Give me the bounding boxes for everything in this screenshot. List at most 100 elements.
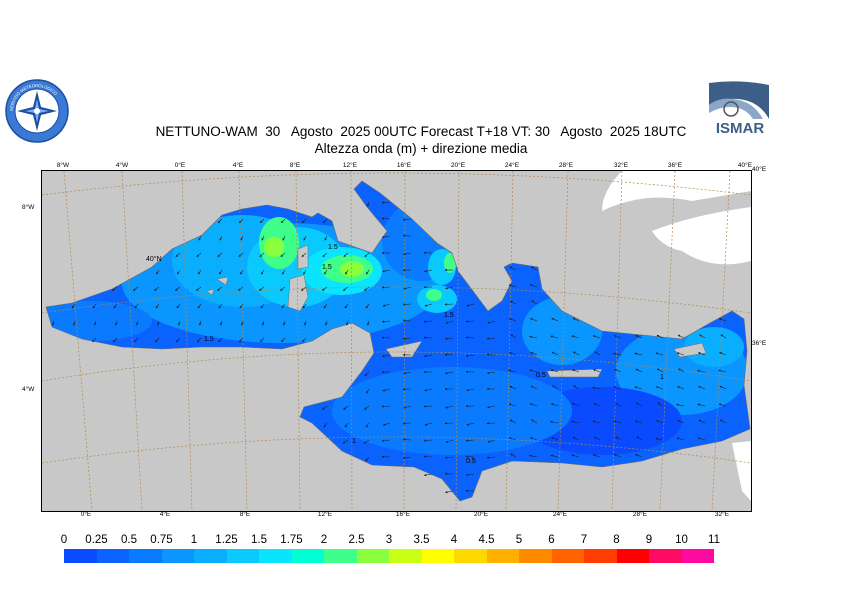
- colorbar-swatch: [259, 549, 292, 563]
- wave-arrow: [382, 354, 391, 358]
- wave-arrow: [657, 402, 664, 407]
- wave-arrow: [698, 419, 706, 424]
- wave-arrow: [718, 369, 727, 373]
- wave-arrow: [614, 368, 622, 373]
- colorbar-tick: 1: [190, 534, 198, 546]
- colorbar-swatch: [64, 549, 97, 563]
- wave-arrow: [342, 286, 349, 291]
- wave-arrow: [240, 235, 244, 241]
- wave-direction-arrows: [52, 201, 727, 494]
- wave-arrow: [344, 303, 349, 309]
- wave-arrow: [530, 318, 538, 322]
- white-region-north: [602, 171, 751, 211]
- wave-arrow: [550, 454, 559, 458]
- wave-arrow: [720, 334, 727, 339]
- wave-arrow: [344, 422, 349, 428]
- wave-arrow: [302, 337, 307, 343]
- wave-arrow: [322, 218, 328, 224]
- wave-arrow: [510, 453, 517, 458]
- lon-label-top: 0°E: [174, 162, 186, 169]
- wave-arrow: [677, 419, 685, 424]
- colorbar-swatch: [616, 549, 649, 563]
- wave-arrow: [509, 300, 517, 305]
- wave-arrow: [445, 371, 454, 375]
- wave-arrow: [593, 402, 601, 407]
- chart-title: NETTUNO-WAM 30 Agosto 2025 00UTC Forecas…: [155, 124, 687, 139]
- wave-arrow: [635, 402, 643, 407]
- wave-arrow: [258, 286, 265, 291]
- wave-arrow: [530, 351, 538, 356]
- lon-label-top: 32°E: [613, 162, 629, 169]
- wave-arrow: [219, 269, 223, 275]
- colorbar-tick: 11: [708, 534, 720, 546]
- white-region-caspian: [652, 207, 751, 265]
- wave-arrow: [261, 269, 265, 275]
- wave-arrow: [155, 303, 160, 309]
- wave-arrow: [239, 303, 244, 309]
- wave-arrow: [529, 369, 538, 373]
- wave-arrow: [177, 269, 181, 275]
- graticule: [42, 171, 751, 511]
- wave-height-colorbar: [64, 549, 714, 563]
- wave-arrow: [655, 437, 664, 441]
- wave-arrow: [592, 335, 601, 339]
- wave-arrow: [218, 303, 223, 309]
- wave-arrow: [261, 235, 265, 241]
- wave-arrow: [677, 334, 685, 339]
- wave-arrow: [445, 490, 454, 494]
- lon-label-bottom: 0°E: [80, 511, 92, 518]
- wave-arrow: [508, 369, 517, 373]
- wave-arrow: [552, 385, 559, 390]
- lon-label-bottom: 4°E: [159, 511, 171, 518]
- wave-arrow: [635, 368, 643, 373]
- wave-arrow: [530, 385, 538, 390]
- contour-labels: 1.5 1.5 1.5 1.5 1 0.5 1 0.5 40°N: [146, 244, 664, 465]
- wave-arrow: [345, 269, 349, 275]
- colorbar-tick: 0.5: [121, 534, 137, 546]
- wave-arrow: [466, 303, 475, 307]
- colorbar-swatch: [454, 549, 487, 563]
- wave-arrow: [551, 351, 559, 356]
- wave-arrow: [92, 303, 97, 309]
- wave-arrow: [346, 320, 349, 326]
- lon-label-bottom: 8°E: [239, 511, 251, 518]
- wave-arrow: [719, 385, 727, 390]
- colorbar-swatch: [324, 549, 357, 563]
- wave-arrow: [465, 439, 475, 442]
- wave-arrow: [573, 385, 580, 390]
- wave-arrow: [551, 437, 559, 441]
- wave-arrow: [402, 319, 412, 322]
- wave-arrow: [486, 337, 496, 340]
- wave-arrow: [423, 439, 433, 442]
- wave-arrow: [323, 422, 328, 428]
- wave-arrow: [324, 269, 328, 275]
- wave-arrow: [403, 405, 412, 409]
- wave-arrow: [279, 286, 286, 291]
- contour-label: 1.5: [328, 244, 338, 251]
- wave-arrow: [444, 337, 454, 340]
- wave-arrow: [445, 405, 454, 409]
- colorbar-tick: 5: [515, 534, 523, 546]
- wave-arrow: [381, 320, 391, 323]
- wave-arrow: [402, 456, 412, 460]
- wave-arrow: [592, 454, 601, 458]
- colorbar-tick: 0.75: [150, 534, 173, 546]
- wave-arrow: [403, 252, 412, 256]
- contour-label: 1.5: [444, 312, 454, 319]
- wave-arrow: [365, 303, 370, 309]
- wave-arrow: [531, 419, 538, 424]
- wave-arrow: [237, 286, 244, 291]
- wave-arrow: [571, 369, 580, 373]
- wave-arrow: [366, 388, 370, 394]
- wave-arrow: [550, 335, 559, 339]
- wave-arrow: [551, 317, 559, 322]
- wave-arrow: [260, 303, 265, 309]
- wave-arrow: [113, 337, 118, 343]
- wave-arrow: [614, 335, 622, 339]
- colorbar-tick: 1.25: [215, 534, 238, 546]
- colorbar-swatch: [584, 549, 617, 563]
- colorbar-swatch: [96, 549, 129, 563]
- wave-arrow: [92, 337, 97, 343]
- wave-arrow: [381, 235, 391, 239]
- wave-arrow: [366, 269, 370, 275]
